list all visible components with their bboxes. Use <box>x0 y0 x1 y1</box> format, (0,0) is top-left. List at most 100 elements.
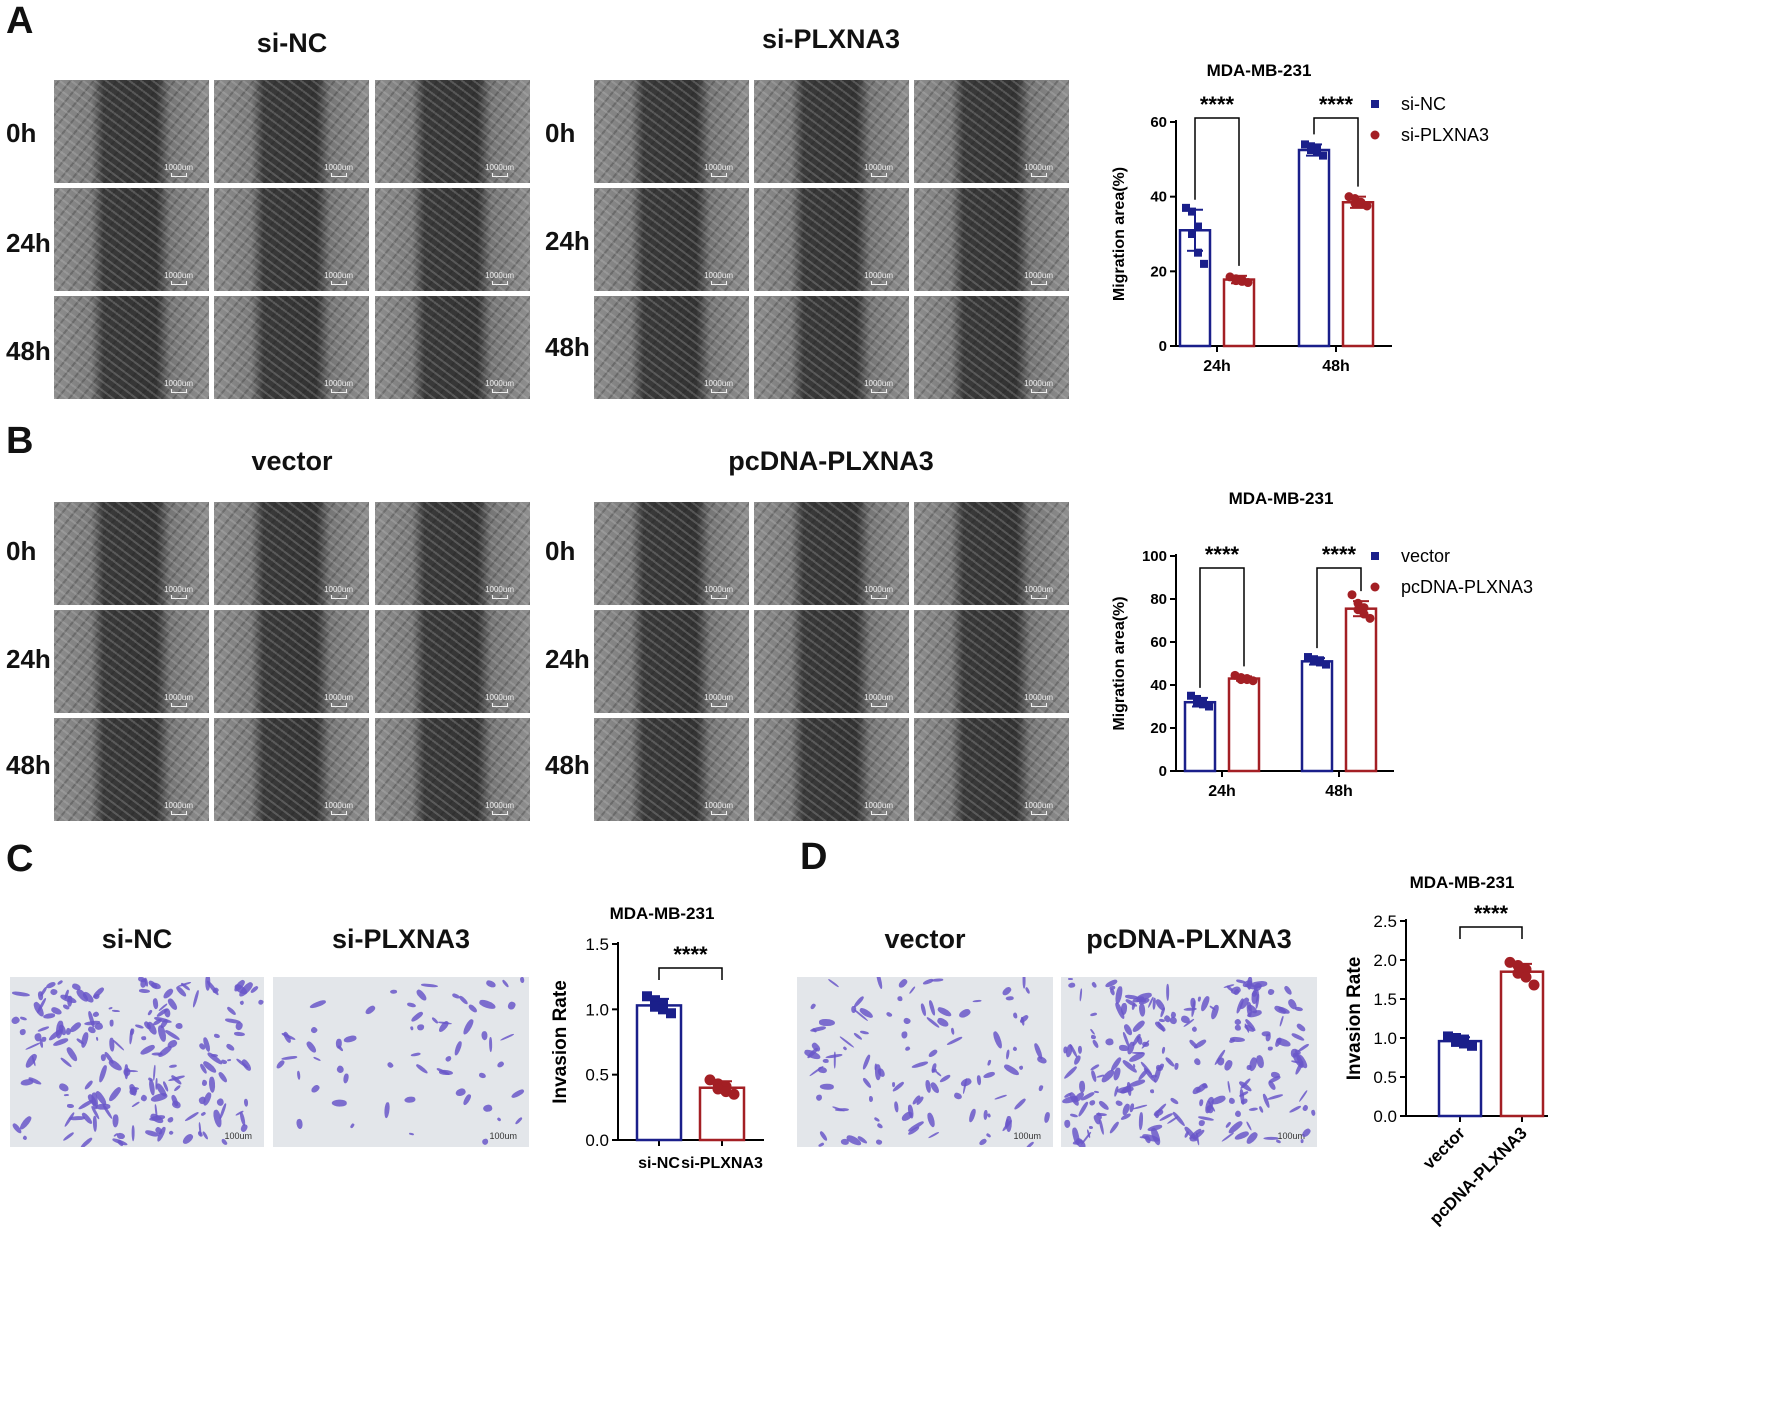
stained-cell <box>281 1054 298 1061</box>
y-axis-label: Invasion Rate <box>550 980 571 1104</box>
stained-cell <box>1036 1055 1048 1065</box>
stained-cell <box>312 1056 322 1063</box>
stained-cell <box>384 1101 390 1119</box>
scale-bar-label: 1000um <box>485 379 514 393</box>
y-axis-label: Migration area(%) <box>1111 596 1128 730</box>
stained-cell <box>500 1032 515 1041</box>
y-tick-label: 2.5 <box>1373 912 1397 931</box>
stained-cell <box>875 1138 884 1147</box>
scale-bar-label: 1000um <box>485 163 514 177</box>
stained-cell <box>62 1131 75 1142</box>
stained-cell <box>1012 1013 1018 1020</box>
micrograph-image: 1000um <box>54 188 209 291</box>
stained-cell <box>173 1084 182 1092</box>
stained-cell <box>809 1002 817 1011</box>
chart-invasion-d: MDA-MB-231 Invasion Rate 0.0 0.5 1.0 1.5 2.0 2.… <box>1344 873 1548 1228</box>
data-point <box>1365 613 1375 623</box>
scale-bar-label: 1000um <box>485 271 514 285</box>
stained-cell <box>134 1023 145 1029</box>
stained-cell <box>390 990 398 995</box>
data-point <box>1319 151 1327 160</box>
stained-cell <box>414 988 429 1002</box>
stained-cell <box>97 1064 108 1083</box>
stained-cell <box>1184 1007 1198 1012</box>
time-label-0h: 0h <box>545 118 576 148</box>
stained-cell <box>1173 1062 1179 1070</box>
scale-bar-label: 1000um <box>324 271 353 285</box>
stained-cell <box>868 1096 874 1103</box>
stained-cell <box>1267 1046 1274 1051</box>
group-header-pcdna-plxna3: pcDNA-PLXNA3 <box>728 446 934 476</box>
stained-cell <box>336 1044 344 1052</box>
stained-cell <box>11 990 30 998</box>
panel-label-a: A <box>6 0 34 42</box>
stained-cell <box>875 977 884 990</box>
stained-cell <box>19 1016 28 1021</box>
y-tick-label: 0 <box>1159 338 1167 355</box>
micrograph-image: 1000um <box>754 188 909 291</box>
micrograph-image: 1000um <box>594 80 749 183</box>
stained-cell <box>108 1037 115 1052</box>
stained-cell <box>1063 1119 1071 1129</box>
stained-cell <box>1228 1097 1237 1105</box>
y-tick-label: 40 <box>1150 677 1167 694</box>
data-point <box>1362 201 1372 211</box>
stained-cell <box>501 979 510 989</box>
stained-cell <box>1132 1063 1137 1068</box>
stained-cell <box>1198 1120 1206 1127</box>
stained-cell <box>1154 1020 1168 1033</box>
stained-cell <box>202 1091 213 1107</box>
stained-cell <box>1089 1126 1094 1130</box>
stained-cell <box>827 978 840 988</box>
stained-cell <box>1006 1049 1011 1060</box>
stained-cell <box>936 1005 954 1019</box>
stained-cell <box>57 1082 70 1093</box>
stained-cell <box>167 1130 174 1137</box>
y-tick-label: 1.5 <box>1373 990 1397 1009</box>
stained-cell <box>818 1130 829 1142</box>
scale-bar-label: 1000um <box>704 801 733 815</box>
stained-cell <box>1025 1140 1035 1147</box>
stained-cell <box>1138 1003 1146 1017</box>
group-header-si-plxna3: si-PLXNA3 <box>761 24 901 54</box>
scale-bar-label: 1000um <box>864 271 893 285</box>
stained-cell <box>809 1025 827 1033</box>
stained-cell <box>462 1017 476 1036</box>
legend-marker <box>1371 100 1379 108</box>
stained-cell <box>83 1079 94 1091</box>
time-label-48h: 48h <box>6 336 51 366</box>
stained-cell <box>876 1122 884 1129</box>
scale-bar-label: 1000um <box>704 693 733 707</box>
stained-cell <box>1289 1105 1302 1115</box>
stained-cell <box>1233 1110 1243 1119</box>
significance-bracket <box>1313 117 1359 187</box>
stained-cell <box>295 1118 304 1129</box>
stained-cell <box>1267 1074 1281 1085</box>
stained-cell <box>1097 1117 1105 1135</box>
micrograph-image: 1000um <box>594 188 749 291</box>
stained-cell <box>873 1116 881 1123</box>
stained-cell <box>1191 1025 1199 1033</box>
data-point <box>1205 702 1213 711</box>
stained-cell <box>1043 1111 1051 1124</box>
time-label-24h: 24h <box>545 226 590 256</box>
stained-cell <box>96 1036 100 1042</box>
stained-cell <box>53 1037 70 1048</box>
scale-bar-label: 1000um <box>864 801 893 815</box>
micrograph-image: 1000um <box>754 296 909 399</box>
stained-cell <box>1255 985 1261 989</box>
stained-cell <box>1132 1104 1148 1111</box>
micrograph-image: 1000um <box>214 610 369 713</box>
scale-bar-label: 1000um <box>864 163 893 177</box>
stained-cell <box>1223 1059 1234 1072</box>
scale-bar-label: 1000um <box>1024 271 1053 285</box>
stained-cell <box>952 1091 963 1100</box>
stained-cell <box>138 988 150 993</box>
significance-marker: **** <box>1205 542 1240 567</box>
significance-bracket <box>1199 567 1245 688</box>
time-label-48h: 48h <box>545 750 590 780</box>
transwell-header-pcdna-plxna3: pcDNA-PLXNA3 <box>1086 924 1292 954</box>
stained-cell <box>79 1136 94 1147</box>
stained-cell <box>978 1137 988 1147</box>
stained-cell <box>1298 1089 1309 1103</box>
